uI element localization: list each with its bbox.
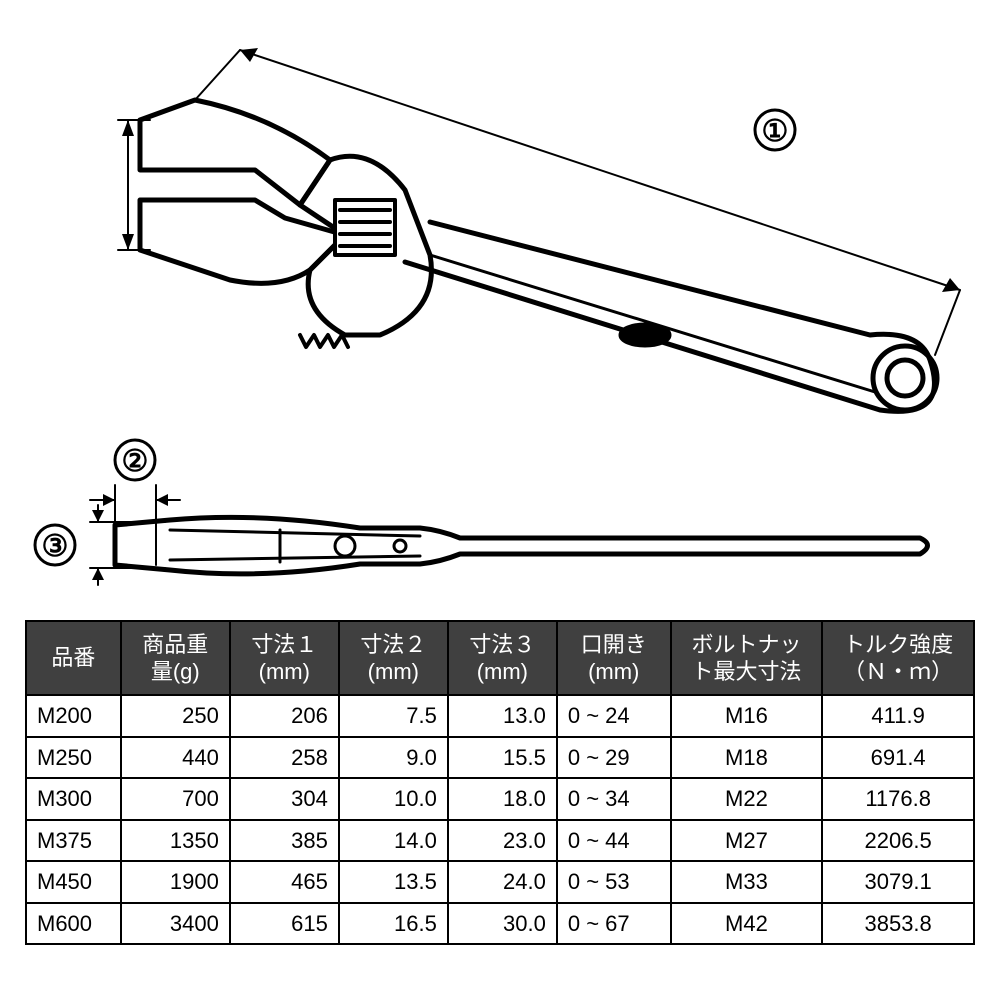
table-cell: M18 <box>671 737 823 779</box>
wrench-diagram: ① ② ③ <box>0 0 1000 620</box>
header-text: 商品重 <box>142 632 208 657</box>
table-cell: M450 <box>26 861 121 903</box>
table-cell: 0 ~ 24 <box>557 695 671 737</box>
table-cell: M300 <box>26 778 121 820</box>
table-row: M2504402589.015.50 ~ 29M18691.4 <box>26 737 974 779</box>
table-cell: 0 ~ 53 <box>557 861 671 903</box>
table-cell: 0 ~ 29 <box>557 737 671 779</box>
header-text: (mm) <box>588 659 639 684</box>
callout-2-label: ② <box>122 445 149 478</box>
spec-table-wrapper: 品番商品重量(g)寸法１(mm)寸法２(mm)寸法３(mm)口開き(mm)ボルト… <box>25 620 975 945</box>
table-row: M450190046513.524.00 ~ 53M333079.1 <box>26 861 974 903</box>
header-text: (mm) <box>259 659 310 684</box>
table-cell: 0 ~ 67 <box>557 903 671 945</box>
table-cell: M22 <box>671 778 823 820</box>
table-cell: 465 <box>230 861 339 903</box>
table-cell: 9.0 <box>339 737 448 779</box>
table-cell: 15.5 <box>448 737 557 779</box>
table-cell: 304 <box>230 778 339 820</box>
callout-3-label: ③ <box>42 530 69 563</box>
table-cell: M33 <box>671 861 823 903</box>
table-header-cell: 品番 <box>26 621 121 695</box>
table-cell: 0 ~ 34 <box>557 778 671 820</box>
header-text: 寸法２ <box>360 632 426 657</box>
table-header-cell: 寸法１(mm) <box>230 621 339 695</box>
table-header-row: 品番商品重量(g)寸法１(mm)寸法２(mm)寸法３(mm)口開き(mm)ボルト… <box>26 621 974 695</box>
table-cell: M200 <box>26 695 121 737</box>
header-text: (mm) <box>477 659 528 684</box>
table-cell: M250 <box>26 737 121 779</box>
table-cell: 30.0 <box>448 903 557 945</box>
table-cell: 385 <box>230 820 339 862</box>
table-cell: 700 <box>121 778 230 820</box>
table-cell: 1900 <box>121 861 230 903</box>
table-cell: 411.9 <box>822 695 974 737</box>
table-cell: M375 <box>26 820 121 862</box>
table-cell: M27 <box>671 820 823 862</box>
header-text: ト最大寸法 <box>691 659 801 684</box>
table-header-cell: ボルトナット最大寸法 <box>671 621 823 695</box>
table-cell: 13.5 <box>339 861 448 903</box>
table-cell: 3400 <box>121 903 230 945</box>
table-cell: 23.0 <box>448 820 557 862</box>
table-cell: 7.5 <box>339 695 448 737</box>
header-text: （Ｎ・ｍ） <box>843 659 953 684</box>
table-cell: 14.0 <box>339 820 448 862</box>
table-cell: 691.4 <box>822 737 974 779</box>
table-row: M30070030410.018.00 ~ 34M221176.8 <box>26 778 974 820</box>
table-header-cell: 口開き(mm) <box>557 621 671 695</box>
page: ① ② ③ 品番商品重量(g)寸法１(mm)寸法２(mm)寸法３(mm)口開き(… <box>0 0 1000 1000</box>
table-header-cell: 商品重量(g) <box>121 621 230 695</box>
table-cell: M16 <box>671 695 823 737</box>
table-cell: 10.0 <box>339 778 448 820</box>
table-header-cell: 寸法３(mm) <box>448 621 557 695</box>
table-cell: M42 <box>671 903 823 945</box>
header-text: トルク強度 <box>843 632 953 657</box>
table-cell: 24.0 <box>448 861 557 903</box>
table-cell: 3079.1 <box>822 861 974 903</box>
table-cell: 250 <box>121 695 230 737</box>
header-text: 量(g) <box>151 659 200 684</box>
header-text: ボルトナッ <box>691 632 801 657</box>
header-text: 寸法１ <box>251 632 317 657</box>
spec-table: 品番商品重量(g)寸法１(mm)寸法２(mm)寸法３(mm)口開き(mm)ボルト… <box>25 620 975 945</box>
table-cell: 13.0 <box>448 695 557 737</box>
table-cell: 440 <box>121 737 230 779</box>
header-text: 品番 <box>51 645 95 670</box>
table-cell: 258 <box>230 737 339 779</box>
table-row: M375135038514.023.00 ~ 44M272206.5 <box>26 820 974 862</box>
table-cell: 0 ~ 44 <box>557 820 671 862</box>
table-cell: 18.0 <box>448 778 557 820</box>
table-row: M600340061516.530.00 ~ 67M423853.8 <box>26 903 974 945</box>
header-text: 寸法３ <box>469 632 535 657</box>
table-cell: 2206.5 <box>822 820 974 862</box>
header-text: (mm) <box>368 659 419 684</box>
table-row: M2002502067.513.00 ~ 24M16411.9 <box>26 695 974 737</box>
table-cell: M600 <box>26 903 121 945</box>
table-cell: 3853.8 <box>822 903 974 945</box>
header-text: 口開き <box>581 632 647 657</box>
table-cell: 1350 <box>121 820 230 862</box>
table-header-cell: 寸法２(mm) <box>339 621 448 695</box>
table-cell: 16.5 <box>339 903 448 945</box>
table-cell: 1176.8 <box>822 778 974 820</box>
callout-1-label: ① <box>762 115 789 148</box>
table-cell: 615 <box>230 903 339 945</box>
table-cell: 206 <box>230 695 339 737</box>
table-header-cell: トルク強度（Ｎ・ｍ） <box>822 621 974 695</box>
